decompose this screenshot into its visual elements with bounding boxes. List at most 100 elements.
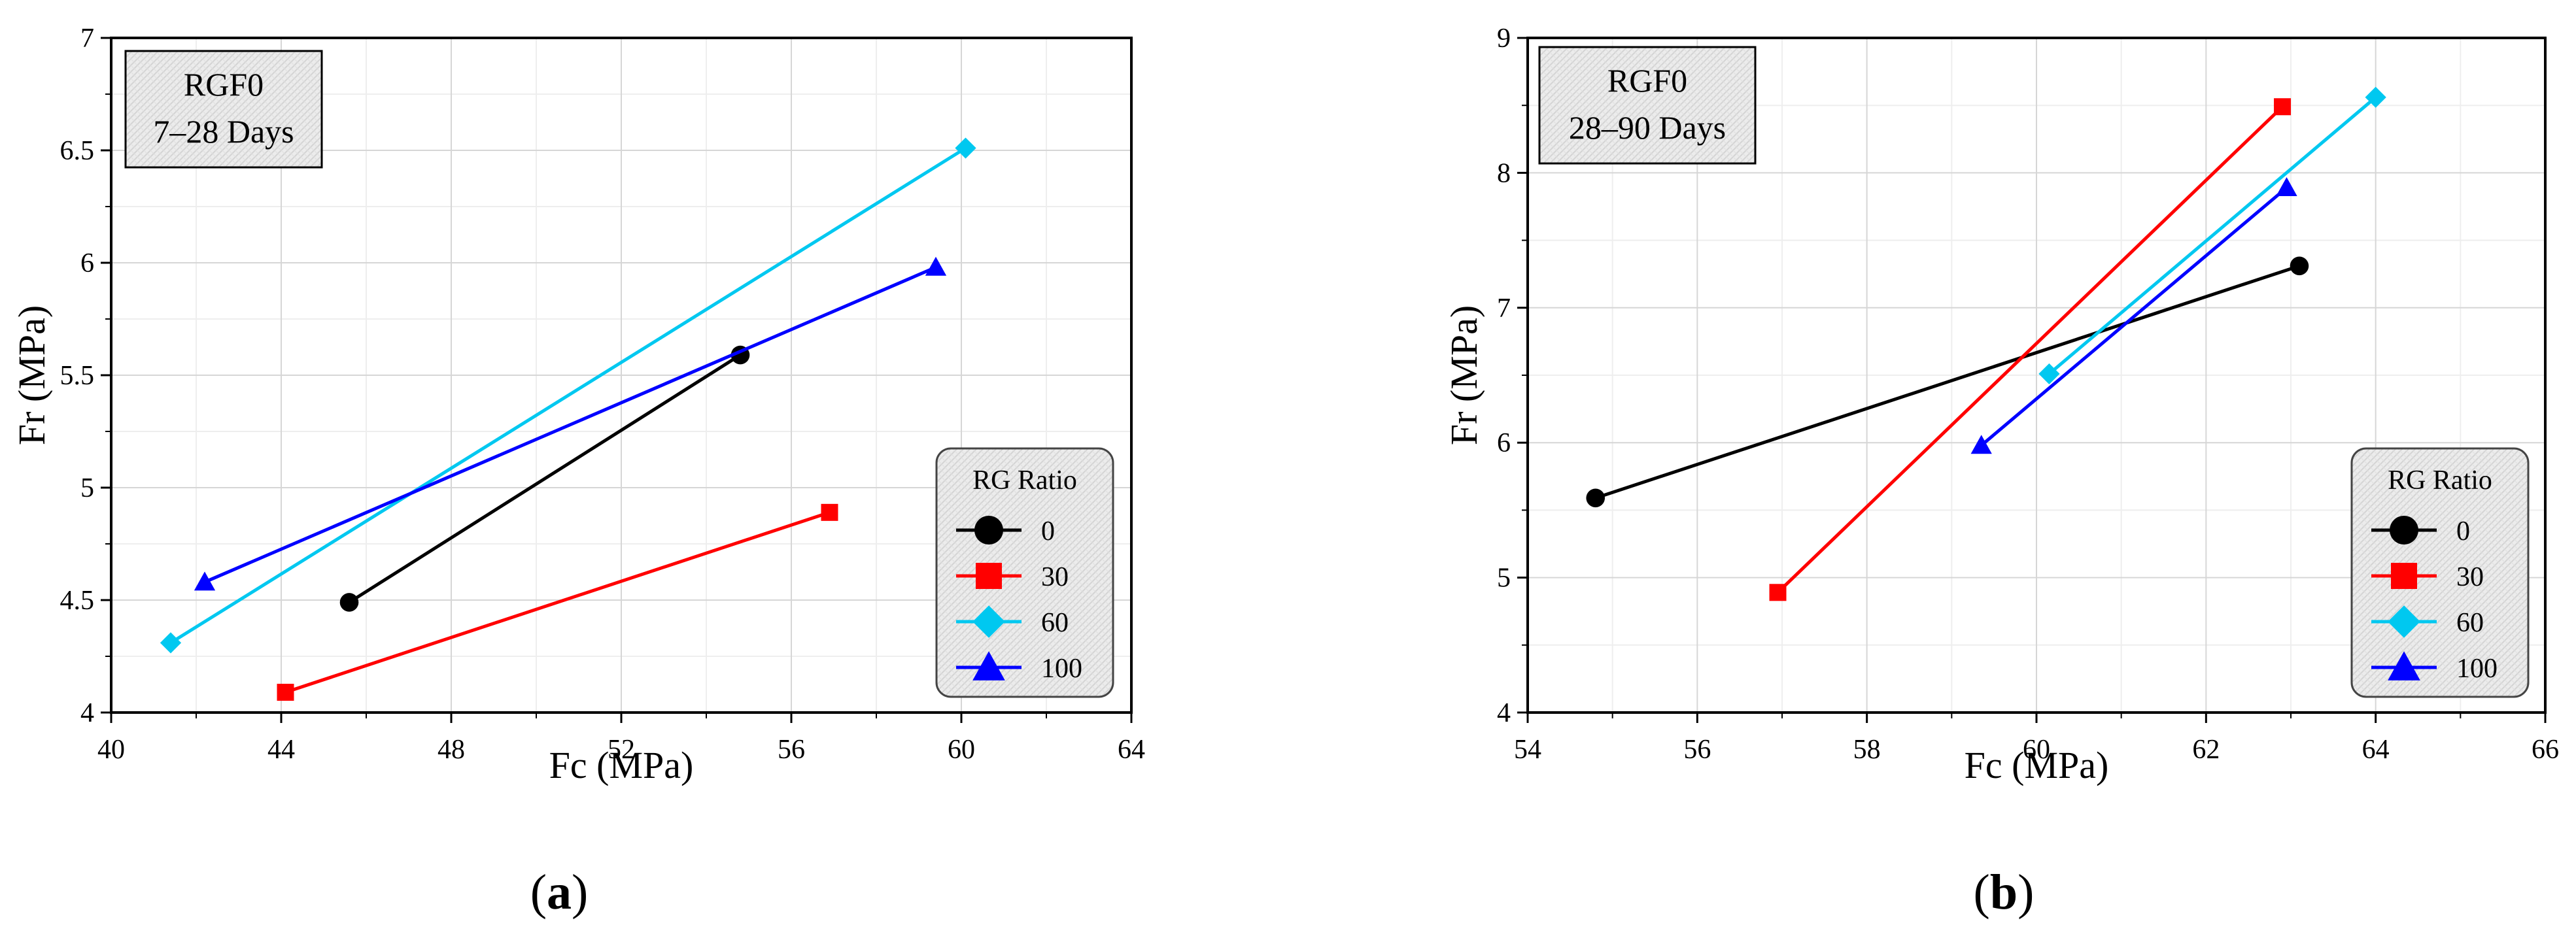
series-30 — [277, 503, 838, 701]
data-point — [2276, 176, 2297, 196]
info-box-frame — [124, 50, 323, 169]
legend-label: 60 — [2456, 608, 2484, 638]
legend-frame — [935, 447, 1114, 698]
legend-marker — [2391, 563, 2417, 589]
data-point — [1586, 488, 1606, 508]
data-point — [2274, 98, 2292, 116]
x-tick-label: 64 — [2362, 735, 2390, 765]
y-tick-label: 6.5 — [60, 136, 95, 166]
data-point — [925, 256, 947, 276]
legend-label: 0 — [1041, 516, 1055, 546]
series-30 — [1769, 98, 2292, 601]
data-point — [1970, 435, 1992, 454]
x-axis-title: Fc (MPa) — [1965, 744, 2109, 786]
panel-label-open: ( — [530, 865, 547, 920]
series-0 — [1586, 256, 2309, 508]
y-tick-label: 6 — [80, 248, 94, 278]
series-line — [204, 265, 936, 584]
y-tick-label: 5 — [1497, 563, 1511, 594]
y-tick-label: 4.5 — [60, 586, 95, 616]
legend-item: 30 — [956, 562, 1069, 592]
x-tick-label: 60 — [948, 735, 975, 765]
x-tick-label: 56 — [778, 735, 805, 765]
info-box-line2: 7–28 Days — [153, 113, 294, 150]
y-tick-label: 4 — [1497, 698, 1511, 728]
x-tick-label: 44 — [267, 735, 295, 765]
series-group — [1586, 86, 2386, 601]
legend-title: RG Ratio — [2388, 465, 2492, 495]
series-line — [1594, 264, 2300, 500]
legend: RG Ratio 0 30 60 100 — [935, 447, 1114, 698]
y-tick-label: 6 — [1497, 428, 1511, 458]
series-100 — [194, 256, 947, 591]
y-axis-title: Fr (MPa) — [10, 305, 53, 445]
x-tick-label: 64 — [1118, 735, 1145, 765]
legend-item: 60 — [2371, 605, 2484, 638]
y-tick-label: 7 — [1497, 294, 1511, 324]
legend-marker — [2390, 516, 2418, 545]
data-point — [339, 593, 359, 612]
panel-label-close: ) — [2018, 865, 2034, 920]
x-tick-label: 62 — [2192, 735, 2220, 765]
x-axis: 40 44 48 52 56 60 64 — [97, 713, 1145, 765]
series-line — [348, 353, 742, 604]
x-tick-label: 54 — [1514, 735, 1541, 765]
x-tick-label: 48 — [438, 735, 465, 765]
panel-label-letter: a — [547, 865, 572, 920]
data-point — [821, 503, 838, 521]
legend-marker — [974, 516, 1003, 545]
legend-item: 100 — [2371, 651, 2498, 684]
y-tick-label: 9 — [1497, 24, 1511, 54]
x-tick-label: 60 — [2023, 735, 2050, 765]
data-point — [2038, 363, 2060, 385]
x-tick-label: 66 — [2532, 735, 2559, 765]
panel-label-letter: b — [1990, 865, 2018, 920]
y-tick-label: 5 — [80, 473, 94, 503]
y-tick-label: 5.5 — [60, 361, 95, 391]
y-axis: 4 4.5 5 5.5 6 6.5 7 — [60, 24, 111, 728]
y-axis-title: Fr (MPa) — [1443, 305, 1485, 445]
legend-marker — [976, 563, 1002, 589]
data-point — [194, 571, 216, 591]
legend-title: RG Ratio — [972, 465, 1077, 495]
x-tick-label: 40 — [97, 735, 125, 765]
series-60 — [160, 137, 976, 654]
x-tick-label: 56 — [1683, 735, 1711, 765]
info-box-frame — [1538, 46, 1757, 165]
legend-label: 100 — [2456, 654, 2498, 684]
series-group — [160, 137, 976, 701]
legend-item: 0 — [956, 516, 1055, 546]
info-box-line1: RGF0 — [1607, 62, 1687, 99]
series-line — [284, 511, 831, 694]
series-100 — [1970, 176, 2297, 454]
info-box-line2: 28–90 Days — [1569, 109, 1726, 146]
data-point — [2365, 86, 2386, 108]
info-box-line1: RGF0 — [184, 66, 264, 103]
series-line — [169, 146, 967, 645]
data-point — [1769, 584, 1787, 601]
series-line — [1776, 105, 2284, 594]
panel-label: (b) — [1974, 865, 2035, 920]
data-point — [955, 137, 976, 159]
legend-item: 100 — [956, 651, 1082, 684]
legend-label: 100 — [1041, 654, 1082, 684]
data-point — [2290, 256, 2309, 276]
legend-label: 60 — [1041, 608, 1069, 638]
legend-marker — [972, 605, 1005, 638]
legend-marker — [2388, 651, 2420, 680]
series-line — [2048, 95, 2377, 375]
y-tick-label: 8 — [1497, 158, 1511, 188]
legend-item: 30 — [2371, 562, 2484, 592]
legend-label: 30 — [1041, 562, 1069, 592]
chart-a: 40 44 48 52 56 60 64 4 4.5 5 5.5 6 6.5 7 Fc (MPa) Fr (M… — [10, 24, 1145, 920]
legend: RG Ratio 0 30 60 100 — [2350, 447, 2530, 698]
y-tick-label: 4 — [80, 698, 94, 728]
info-box: RGF0 28–90 Days — [1538, 46, 1757, 165]
x-tick-label: 58 — [1853, 735, 1881, 765]
legend-marker — [2388, 605, 2420, 638]
panel-label-close: ) — [572, 865, 588, 920]
panel-label-open: ( — [1974, 865, 1990, 920]
legend-label: 0 — [2456, 516, 2470, 546]
